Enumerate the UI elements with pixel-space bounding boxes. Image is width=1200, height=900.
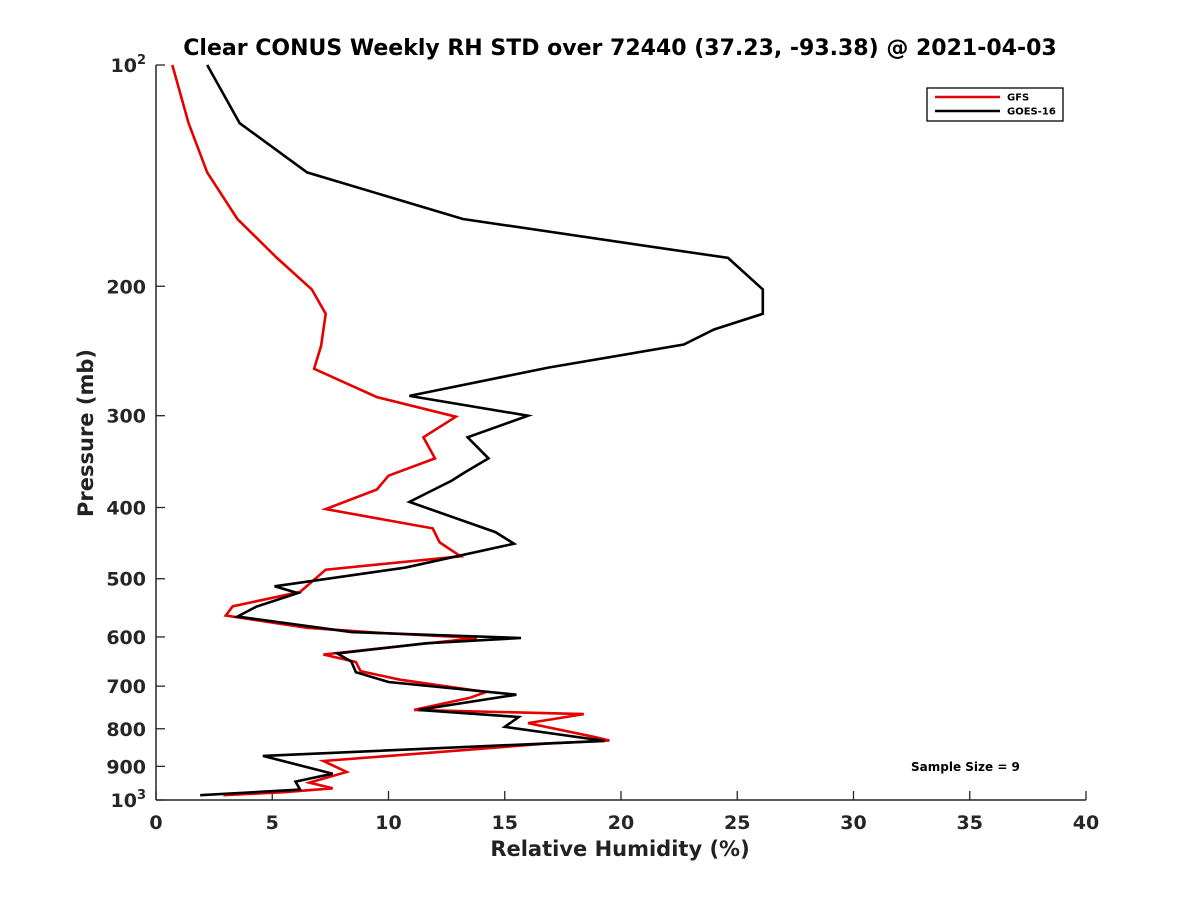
y-tick-label: 300 bbox=[106, 406, 146, 428]
x-tick-label: 25 bbox=[724, 812, 750, 834]
y-tick-label: 800 bbox=[106, 719, 146, 741]
y-tick-label: 700 bbox=[106, 676, 146, 698]
legend-label-goes-16: GOES-16 bbox=[1007, 107, 1056, 118]
x-axis-label: Relative Humidity (%) bbox=[490, 837, 749, 861]
x-tick-label: 5 bbox=[266, 812, 279, 834]
chart-title: Clear CONUS Weekly RH STD over 72440 (37… bbox=[183, 36, 1056, 61]
chart-legend: GFS GOES-16 bbox=[926, 87, 1064, 122]
y-tick-label: 200 bbox=[106, 276, 146, 298]
y-tick-label: 102 bbox=[111, 53, 147, 77]
series-line-gfs bbox=[171, 64, 610, 797]
x-tick-label: 35 bbox=[957, 812, 983, 834]
series-line-goes-16 bbox=[200, 64, 765, 797]
series-group bbox=[171, 64, 765, 797]
y-tick-label: 500 bbox=[106, 569, 146, 591]
sample-size-annotation: Sample Size = 9 bbox=[911, 760, 1020, 774]
y-tick-label: 103 bbox=[111, 788, 147, 812]
x-tick-label: 30 bbox=[840, 812, 866, 834]
legend-box bbox=[926, 87, 1064, 122]
y-tick-label: 400 bbox=[106, 498, 146, 520]
x-tick-label: 20 bbox=[608, 812, 634, 834]
x-tick-label: 40 bbox=[1073, 812, 1099, 834]
x-tick-label: 10 bbox=[375, 812, 401, 834]
y-tick-label: 900 bbox=[106, 756, 146, 778]
x-tick-label: 0 bbox=[149, 812, 162, 834]
x-tick-label: 15 bbox=[492, 812, 518, 834]
y-axis-label: Pressure (mb) bbox=[74, 349, 98, 517]
y-tick-label: 600 bbox=[106, 627, 146, 649]
axes: 0 5 10 15 20 25 30 35 40 102 200 300 400 500 600 700 800… bbox=[106, 53, 1099, 834]
legend-label-gfs: GFS bbox=[1007, 93, 1029, 104]
